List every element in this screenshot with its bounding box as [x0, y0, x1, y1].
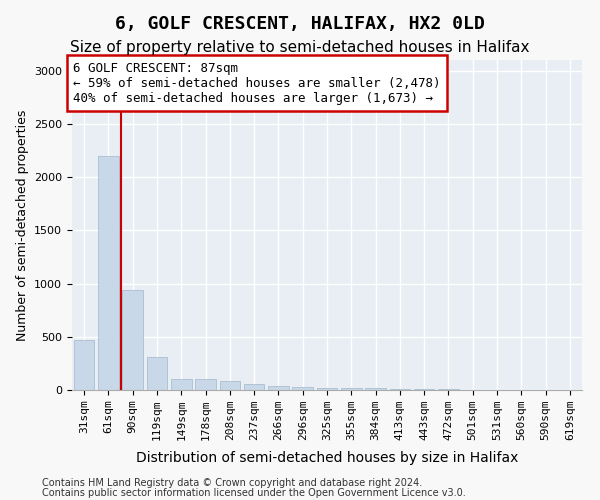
Text: Size of property relative to semi-detached houses in Halifax: Size of property relative to semi-detach…	[70, 40, 530, 55]
Text: Contains HM Land Registry data © Crown copyright and database right 2024.: Contains HM Land Registry data © Crown c…	[42, 478, 422, 488]
Text: 6 GOLF CRESCENT: 87sqm
← 59% of semi-detached houses are smaller (2,478)
40% of : 6 GOLF CRESCENT: 87sqm ← 59% of semi-det…	[73, 62, 441, 104]
X-axis label: Distribution of semi-detached houses by size in Halifax: Distribution of semi-detached houses by …	[136, 452, 518, 466]
Bar	[292, 388, 313, 390]
Bar	[98, 156, 119, 390]
Bar	[389, 389, 410, 390]
Bar	[122, 290, 143, 390]
Bar	[365, 388, 386, 390]
Bar	[244, 384, 265, 390]
Text: 6, GOLF CRESCENT, HALIFAX, HX2 0LD: 6, GOLF CRESCENT, HALIFAX, HX2 0LD	[115, 15, 485, 33]
Bar	[317, 388, 337, 390]
Text: Contains public sector information licensed under the Open Government Licence v3: Contains public sector information licen…	[42, 488, 466, 498]
Bar	[414, 389, 434, 390]
Bar	[220, 382, 240, 390]
Bar	[195, 380, 216, 390]
Y-axis label: Number of semi-detached properties: Number of semi-detached properties	[16, 110, 29, 340]
Bar	[171, 379, 191, 390]
Bar	[146, 357, 167, 390]
Bar	[74, 340, 94, 390]
Bar	[268, 386, 289, 390]
Bar	[341, 388, 362, 390]
